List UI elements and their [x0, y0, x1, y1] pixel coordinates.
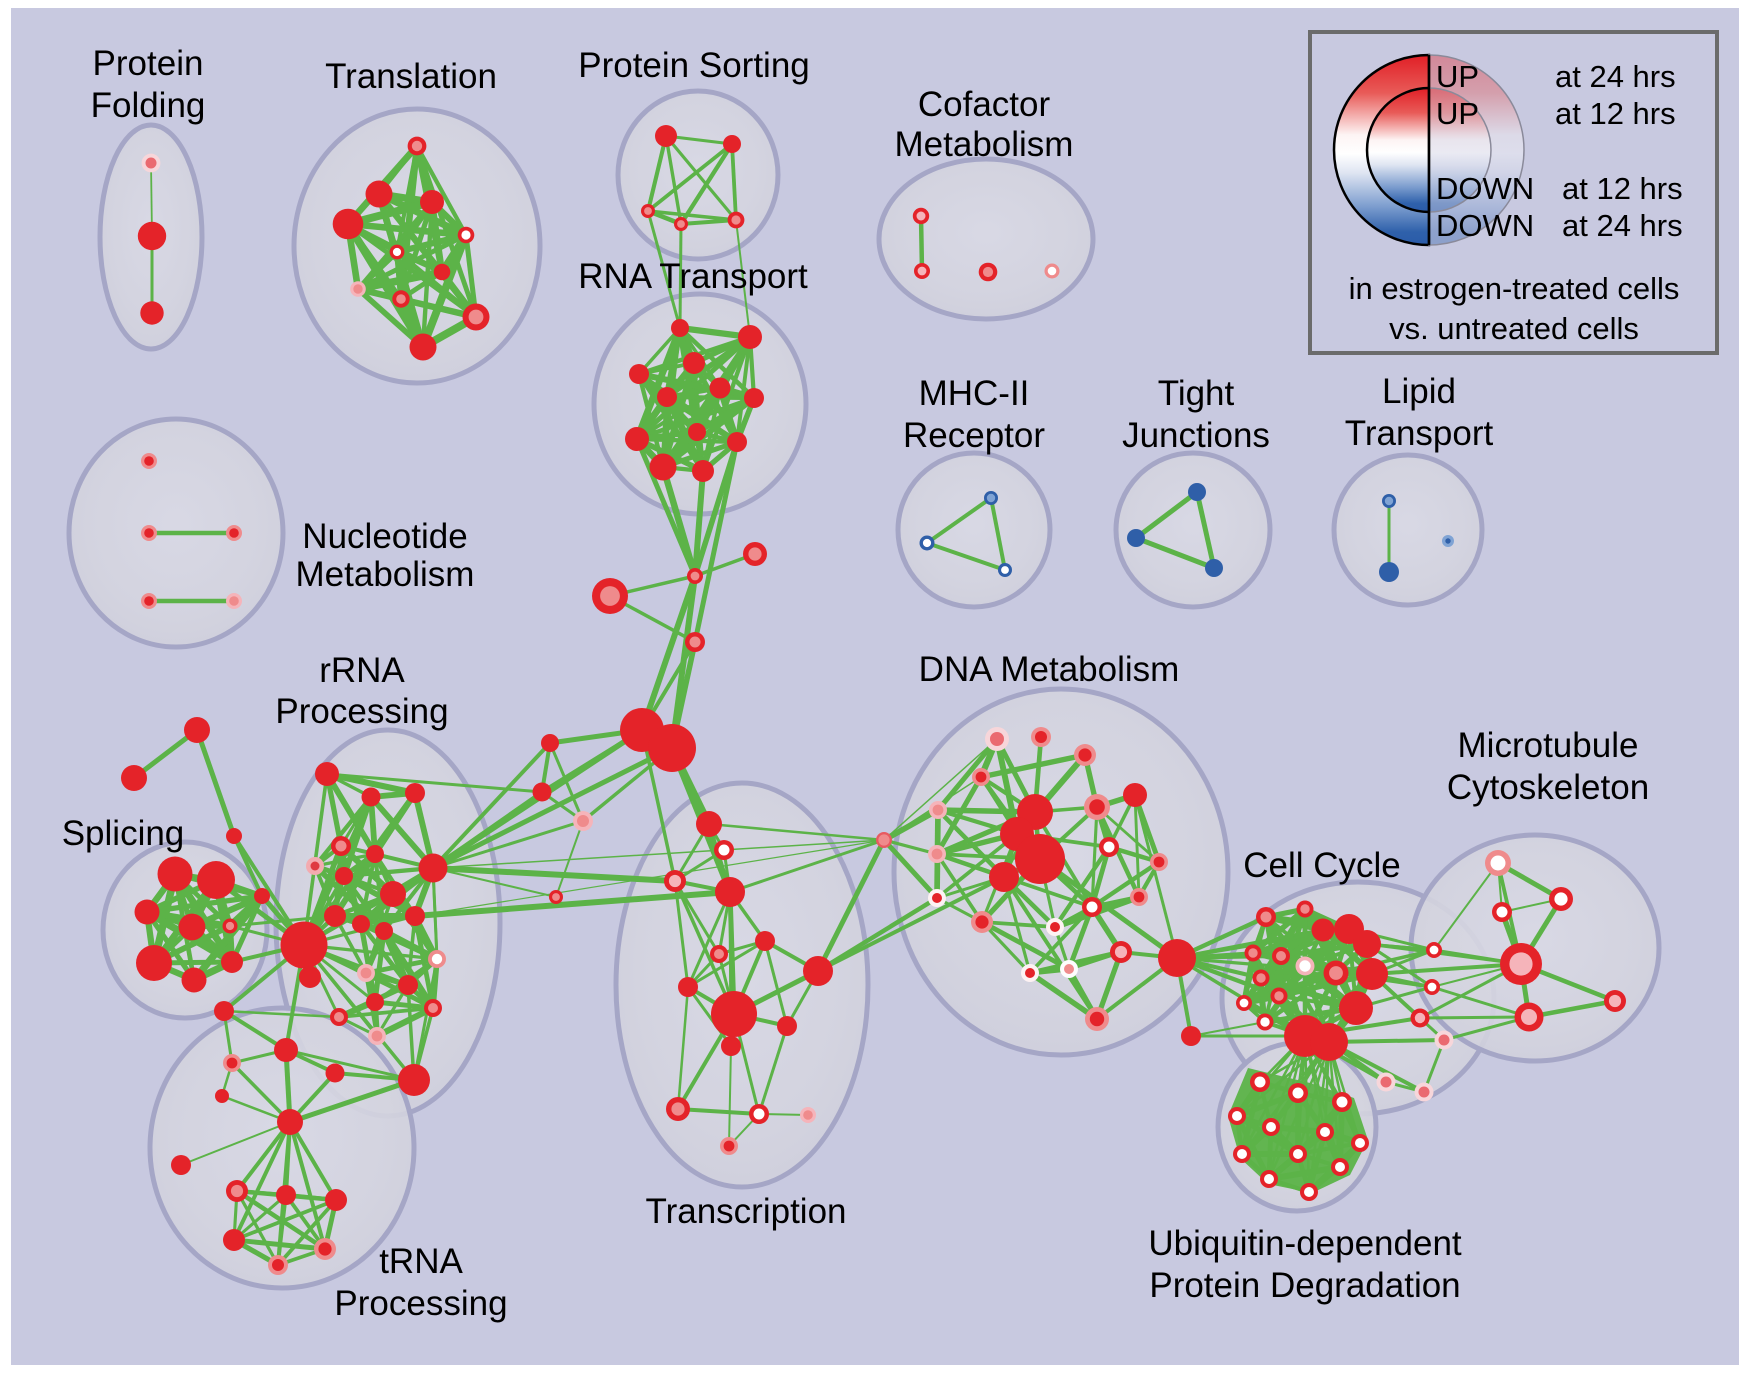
svg-text:vs. untreated cells: vs. untreated cells — [1389, 311, 1639, 346]
svg-text:Protein Degradation: Protein Degradation — [1149, 1266, 1460, 1305]
svg-text:Lipid: Lipid — [1382, 372, 1456, 411]
svg-text:Ubiquitin-dependent: Ubiquitin-dependent — [1148, 1224, 1462, 1263]
svg-text:UP: UP — [1436, 59, 1479, 94]
svg-text:Protein Sorting: Protein Sorting — [578, 46, 810, 85]
svg-text:Cytoskeleton: Cytoskeleton — [1447, 768, 1649, 807]
svg-text:in estrogen-treated cells: in estrogen-treated cells — [1349, 271, 1680, 306]
svg-text:Transport: Transport — [1345, 414, 1494, 453]
svg-text:Transcription: Transcription — [646, 1192, 847, 1231]
svg-text:at 24 hrs: at 24 hrs — [1555, 59, 1676, 94]
svg-text:Processing: Processing — [275, 692, 448, 731]
svg-text:MHC-II: MHC-II — [919, 374, 1030, 413]
svg-text:Cell Cycle: Cell Cycle — [1243, 846, 1401, 885]
svg-text:DOWN: DOWN — [1436, 171, 1534, 206]
svg-text:Translation: Translation — [325, 57, 497, 96]
svg-text:Nucleotide: Nucleotide — [302, 517, 467, 556]
svg-text:UP: UP — [1436, 96, 1479, 131]
svg-text:tRNA: tRNA — [379, 1242, 463, 1281]
svg-text:at 24 hrs: at 24 hrs — [1562, 208, 1683, 243]
svg-text:DOWN: DOWN — [1436, 208, 1534, 243]
svg-text:Metabolism: Metabolism — [895, 125, 1074, 164]
svg-text:Protein: Protein — [93, 44, 204, 83]
svg-text:Tight: Tight — [1158, 374, 1235, 413]
svg-text:Processing: Processing — [334, 1284, 507, 1323]
svg-text:Receptor: Receptor — [903, 416, 1045, 455]
svg-text:DNA Metabolism: DNA Metabolism — [919, 650, 1180, 689]
svg-text:Microtubule: Microtubule — [1458, 726, 1639, 765]
svg-text:Junctions: Junctions — [1122, 416, 1270, 455]
svg-text:Splicing: Splicing — [62, 814, 185, 853]
svg-text:Metabolism: Metabolism — [296, 555, 475, 594]
svg-text:Folding: Folding — [91, 86, 206, 125]
svg-text:rRNA: rRNA — [319, 651, 405, 690]
svg-text:at 12 hrs: at 12 hrs — [1562, 171, 1683, 206]
svg-text:RNA Transport: RNA Transport — [578, 257, 808, 296]
svg-text:Cofactor: Cofactor — [918, 85, 1051, 124]
svg-text:at 12 hrs: at 12 hrs — [1555, 96, 1676, 131]
